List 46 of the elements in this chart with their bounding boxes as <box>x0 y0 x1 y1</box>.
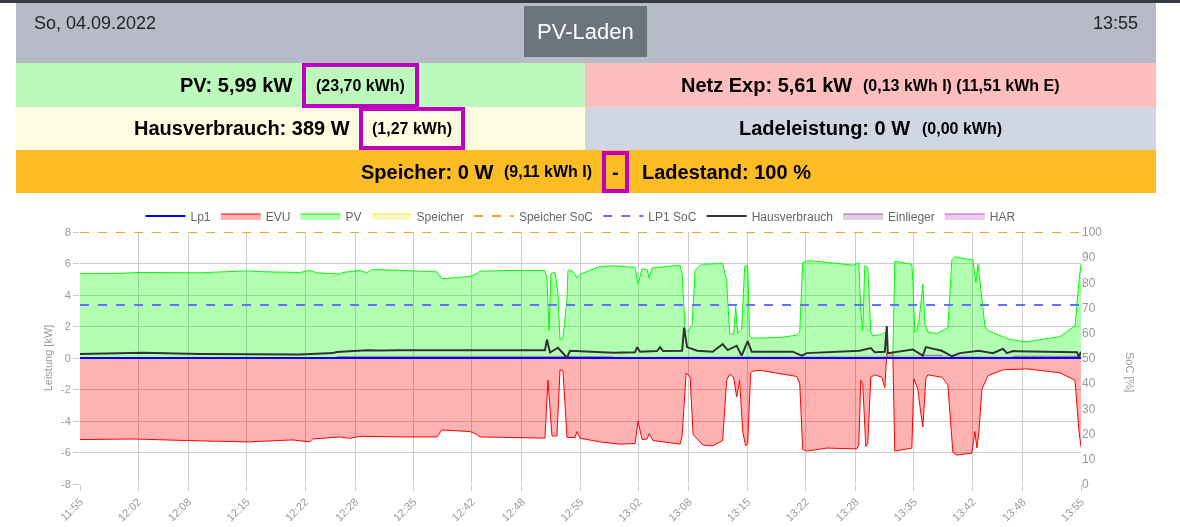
y2-tick-label: 90 <box>1082 250 1096 265</box>
y-tick-label: -4 <box>61 414 71 427</box>
y-axis-title: Leistung [kW] <box>41 324 54 392</box>
text: So, 04.09.2022 <box>34 13 157 33</box>
text: Speicher: 0 W <box>361 161 494 183</box>
text: PV-Laden <box>537 19 634 44</box>
y-tick-label: -2 <box>61 383 71 396</box>
y2-tick-label: 10 <box>1082 452 1096 466</box>
y2-tick-label: 0 <box>1082 477 1089 492</box>
y2-tick-label: 100 <box>1082 225 1103 240</box>
text: (23,70 kWh) <box>316 77 405 94</box>
legend-label: PV <box>345 209 362 224</box>
text: - <box>612 161 619 183</box>
text: (0,00 kWh) <box>922 120 1003 137</box>
legend-label: HAR <box>989 209 1016 224</box>
legend-label: Lp1 <box>190 209 211 224</box>
text: PV: 5,99 kW <box>180 74 293 96</box>
legend-label: Speicher <box>416 209 464 224</box>
y-tick-label: -8 <box>61 477 71 490</box>
y2-tick-label: 30 <box>1082 401 1096 416</box>
y-tick-label: 4 <box>64 288 71 301</box>
text: (1,27 kWh) <box>372 120 453 137</box>
y2-axis-title: SoC [%] <box>1124 352 1136 393</box>
y2-tick-label: 40 <box>1082 376 1096 391</box>
text: (0,13 kWh I) (11,51 kWh E) <box>863 77 1060 94</box>
text: (9,11 kWh I) <box>504 163 593 180</box>
y-tick-label: -6 <box>61 446 71 459</box>
legend-label: Einlieger <box>888 209 935 224</box>
y-tick-label: 2 <box>64 320 71 333</box>
y-tick-label: 6 <box>64 257 71 270</box>
y-tick-label: 8 <box>64 225 71 238</box>
y2-tick-label: 20 <box>1082 426 1096 441</box>
y2-tick-label: 80 <box>1082 275 1096 290</box>
y2-tick-label: 70 <box>1082 300 1096 315</box>
y2-tick-label: 60 <box>1082 326 1096 340</box>
y2-tick-label: 50 <box>1082 351 1096 366</box>
legend-label: Speicher SoC <box>518 209 594 224</box>
legend-label: LP1 SoC <box>648 209 697 224</box>
text: Ladeleistung: 0 W <box>739 117 911 139</box>
text: 13:55 <box>1093 13 1139 33</box>
text: Ladestand: 100 % <box>642 161 812 183</box>
legend-label: Hausverbrauch <box>751 209 834 224</box>
y-tick-label: 0 <box>64 351 71 364</box>
legend-label: EVU <box>265 209 291 224</box>
text: Netz Exp: 5,61 kW <box>681 74 853 96</box>
text: Hausverbrauch: 389 W <box>134 117 350 139</box>
